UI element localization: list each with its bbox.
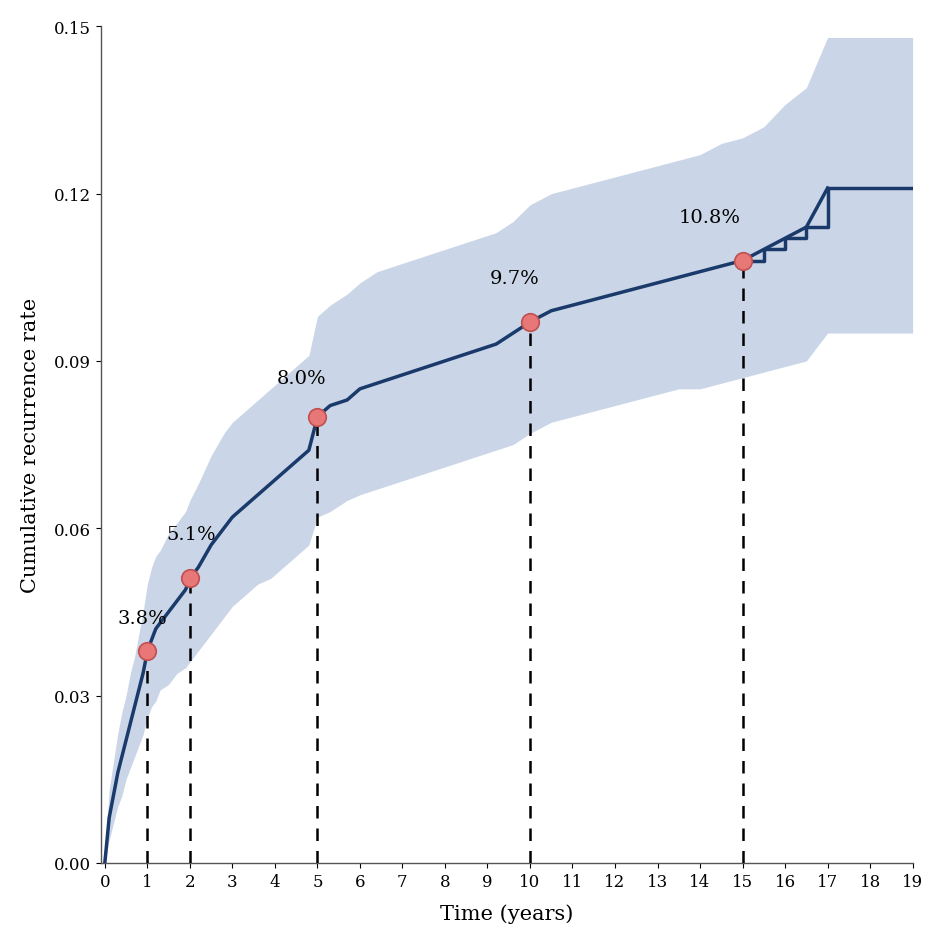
Point <box>522 315 537 330</box>
Text: 8.0%: 8.0% <box>277 370 327 388</box>
Point <box>310 410 325 425</box>
Text: 9.7%: 9.7% <box>490 270 539 288</box>
Point <box>182 571 197 586</box>
Text: 10.8%: 10.8% <box>679 209 741 227</box>
Point <box>735 254 750 269</box>
Y-axis label: Cumulative recurrence rate: Cumulative recurrence rate <box>21 297 40 593</box>
Text: 5.1%: 5.1% <box>166 526 216 544</box>
X-axis label: Time (years): Time (years) <box>440 903 573 923</box>
Point <box>140 644 155 659</box>
Text: 3.8%: 3.8% <box>118 610 167 628</box>
